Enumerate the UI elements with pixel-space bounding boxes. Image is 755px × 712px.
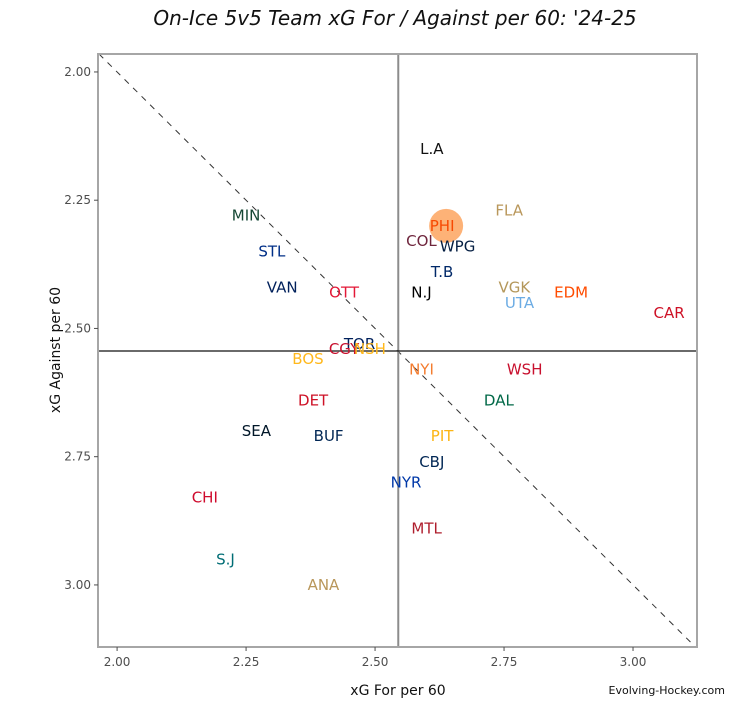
team-label-chi: CHI — [192, 489, 218, 507]
x-tick-label: 2.75 — [491, 655, 518, 669]
x-tick-label: 2.00 — [104, 655, 131, 669]
team-label-phi: PHI — [430, 217, 455, 235]
y-tick-label: 2.75 — [64, 450, 91, 464]
team-label-nsh: NSH — [354, 340, 386, 358]
team-label-min: MIN — [232, 207, 261, 225]
team-label-nj: N.J — [411, 284, 431, 302]
x-axis-title: xG For per 60 — [350, 683, 445, 699]
team-label-stl: STL — [258, 242, 286, 260]
team-label-mtl: MTL — [411, 520, 442, 538]
y-tick-label: 2.50 — [64, 321, 91, 335]
team-label-cgy: CGY — [329, 340, 360, 358]
team-label-uta: UTA — [505, 294, 535, 312]
team-label-bos: BOS — [292, 350, 323, 368]
team-label-tb: T.B — [430, 263, 453, 281]
y-tick-label: 3.00 — [64, 578, 91, 592]
team-label-nyi: NYI — [409, 360, 434, 378]
team-label-buf: BUF — [314, 427, 344, 445]
chart-title: On-Ice 5v5 Team xG For / Against per 60:… — [153, 6, 637, 30]
team-label-dal: DAL — [484, 391, 515, 409]
team-label-wpg: WPG — [440, 237, 476, 255]
team-label-cbj: CBJ — [419, 453, 444, 471]
team-label-pit: PIT — [431, 427, 454, 445]
team-label-col: COL — [406, 232, 437, 250]
team-label-vgk: VGK — [498, 278, 531, 296]
team-label-edm: EDM — [554, 284, 588, 302]
y-axis-title: xG Against per 60 — [48, 287, 64, 413]
team-label-la: L.A — [420, 140, 444, 158]
team-label-nyr: NYR — [391, 473, 422, 491]
team-label-fla: FLA — [495, 201, 523, 219]
plot-border — [97, 53, 698, 648]
team-label-ana: ANA — [308, 576, 340, 594]
team-label-wsh: WSH — [507, 360, 543, 378]
y-tick-label: 2.25 — [64, 193, 91, 207]
watermark: Evolving-Hockey.com — [608, 684, 725, 697]
x-tick-label: 3.00 — [620, 655, 647, 669]
highlight-marker — [429, 208, 464, 243]
team-label-sea: SEA — [242, 422, 272, 440]
team-label-tor: TOR — [343, 335, 375, 353]
team-label-det: DET — [298, 391, 329, 409]
y-tick-label: 2.00 — [64, 65, 91, 79]
team-label-ott: OTT — [329, 284, 360, 302]
x-tick-label: 2.25 — [233, 655, 260, 669]
team-label-van: VAN — [267, 278, 298, 296]
team-label-sj: S.J — [216, 550, 235, 568]
team-label-car: CAR — [654, 304, 685, 322]
x-tick-label: 2.50 — [362, 655, 389, 669]
